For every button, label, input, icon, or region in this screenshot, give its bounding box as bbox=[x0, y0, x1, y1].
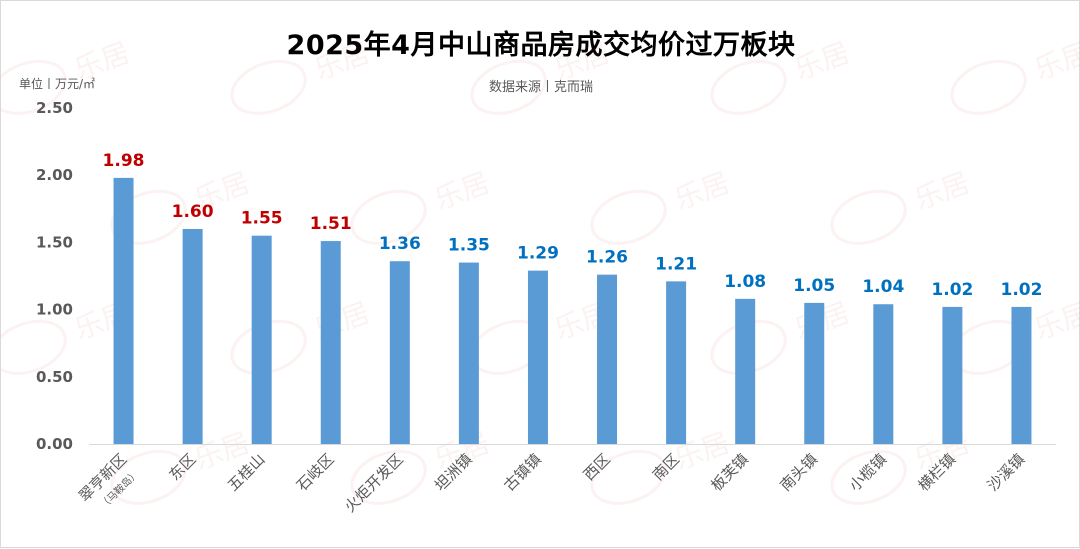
svg-text:乐居: 乐居 bbox=[910, 166, 974, 216]
y-tick-label: 1.50 bbox=[36, 233, 73, 251]
data-label: 1.36 bbox=[379, 234, 421, 254]
data-label: 1.29 bbox=[517, 244, 559, 264]
category-label: 沙溪镇 bbox=[984, 450, 1029, 495]
category-label: 古镇镇 bbox=[500, 450, 545, 495]
chart-title: 2025年4月中山商品房成交均价过万板块 bbox=[286, 30, 796, 61]
data-label: 1.08 bbox=[724, 272, 766, 292]
y-tick-label: 0.50 bbox=[36, 368, 73, 386]
data-label: 1.55 bbox=[241, 209, 283, 229]
bar bbox=[182, 228, 203, 444]
bar bbox=[804, 302, 825, 444]
data-label: 1.35 bbox=[448, 236, 490, 256]
bar bbox=[113, 177, 134, 444]
category-label: 石岐区 bbox=[293, 450, 338, 495]
y-tick-label: 0.00 bbox=[36, 435, 73, 453]
data-label: 1.51 bbox=[310, 214, 352, 234]
svg-text:乐居: 乐居 bbox=[550, 36, 614, 86]
data-label: 1.05 bbox=[793, 276, 835, 296]
bar bbox=[527, 270, 548, 444]
data-label: 1.02 bbox=[931, 280, 973, 300]
category-label: 南头镇 bbox=[777, 450, 822, 495]
svg-text:乐居: 乐居 bbox=[430, 166, 494, 216]
data-label: 1.02 bbox=[1000, 280, 1042, 300]
svg-text:乐居: 乐居 bbox=[790, 36, 854, 86]
source-label: 数据来源丨克而瑞 bbox=[488, 80, 593, 95]
unit-label: 单位丨万元/㎡ bbox=[19, 77, 96, 91]
y-tick-label: 2.50 bbox=[36, 99, 73, 117]
data-label: 1.04 bbox=[862, 277, 904, 297]
svg-text:乐居: 乐居 bbox=[310, 36, 374, 86]
data-label: 1.60 bbox=[172, 202, 214, 222]
bar bbox=[389, 261, 410, 444]
svg-text:乐居: 乐居 bbox=[1030, 36, 1080, 86]
svg-text:乐居: 乐居 bbox=[670, 166, 734, 216]
bar bbox=[597, 274, 618, 444]
bar bbox=[251, 235, 272, 444]
svg-text:乐居: 乐居 bbox=[70, 36, 134, 86]
bar bbox=[873, 304, 894, 444]
y-tick-label: 1.00 bbox=[36, 301, 73, 319]
bar bbox=[458, 262, 479, 444]
category-label: 西区 bbox=[580, 450, 614, 484]
data-label: 1.98 bbox=[103, 151, 145, 171]
bar bbox=[942, 306, 963, 444]
bar bbox=[666, 281, 687, 444]
bar bbox=[1011, 306, 1032, 444]
svg-text:乐居: 乐居 bbox=[1030, 296, 1080, 346]
bar bbox=[320, 241, 341, 444]
bar bbox=[735, 298, 756, 444]
svg-text:乐居: 乐居 bbox=[310, 296, 374, 346]
data-label: 1.26 bbox=[586, 248, 628, 268]
y-tick-label: 2.00 bbox=[36, 166, 73, 184]
data-label: 1.21 bbox=[655, 254, 697, 274]
category-label: 翠亨新区 bbox=[75, 450, 130, 505]
